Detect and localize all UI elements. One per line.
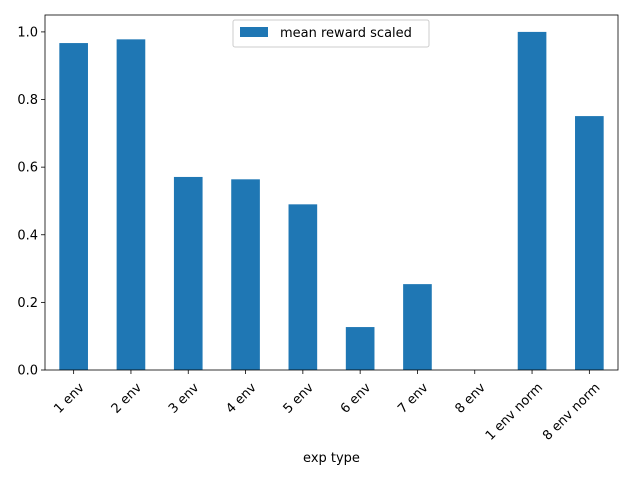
x-tick-label: 7 env (395, 380, 432, 417)
bar-1-env-norm (517, 31, 547, 371)
x-tick-label: 6 env (338, 380, 375, 417)
bars-group (59, 31, 604, 371)
x-tick-label: 4 env (223, 380, 260, 417)
y-tick-label: 0.8 (17, 93, 38, 108)
y-tick-label: 0.6 (17, 161, 38, 176)
bar-6-env (345, 327, 375, 370)
x-tick-label: 1 env norm (483, 380, 546, 443)
y-tick-label: 0.2 (17, 296, 38, 311)
legend-label: mean reward scaled (280, 26, 412, 41)
bar-1-env (59, 43, 88, 371)
legend: mean reward scaled (232, 19, 430, 48)
x-tick-label: 3 env (166, 380, 203, 417)
x-tick-label: 8 env (452, 380, 489, 417)
bar-3-env (173, 176, 203, 370)
x-tick-label: 1 env (51, 380, 88, 417)
x-axis-label: exp type (303, 451, 360, 466)
y-tick-label: 0.4 (17, 228, 38, 243)
legend-swatch (240, 27, 268, 37)
y-axis-ticks: 0.0 0.2 0.4 0.6 0.8 1.0 (17, 25, 45, 379)
x-tick-label: 2 env (109, 380, 146, 417)
bar-5-env (288, 204, 318, 370)
y-tick-label: 1.0 (17, 25, 38, 40)
x-axis-ticks: 1 env 2 env 3 env 4 env 5 env 6 env 7 env 8 env… (51, 370, 603, 444)
bar-4-env (231, 179, 260, 370)
y-tick-label: 0.0 (17, 364, 38, 379)
x-tick-label: 5 env (281, 380, 318, 417)
bar-7-env (403, 284, 432, 370)
plot-frame (44, 14, 619, 371)
bar-8-env-norm (575, 116, 604, 370)
x-tick-label: 8 env norm (540, 380, 603, 443)
legend-box (232, 19, 430, 48)
bar-2-env (116, 39, 146, 370)
